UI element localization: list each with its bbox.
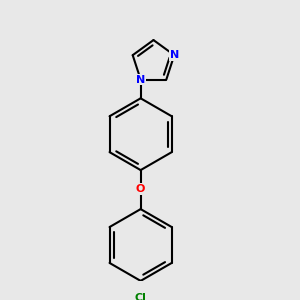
Text: Cl: Cl [135,293,147,300]
Text: N: N [169,50,179,60]
Text: N: N [136,75,145,85]
Text: O: O [136,184,145,194]
